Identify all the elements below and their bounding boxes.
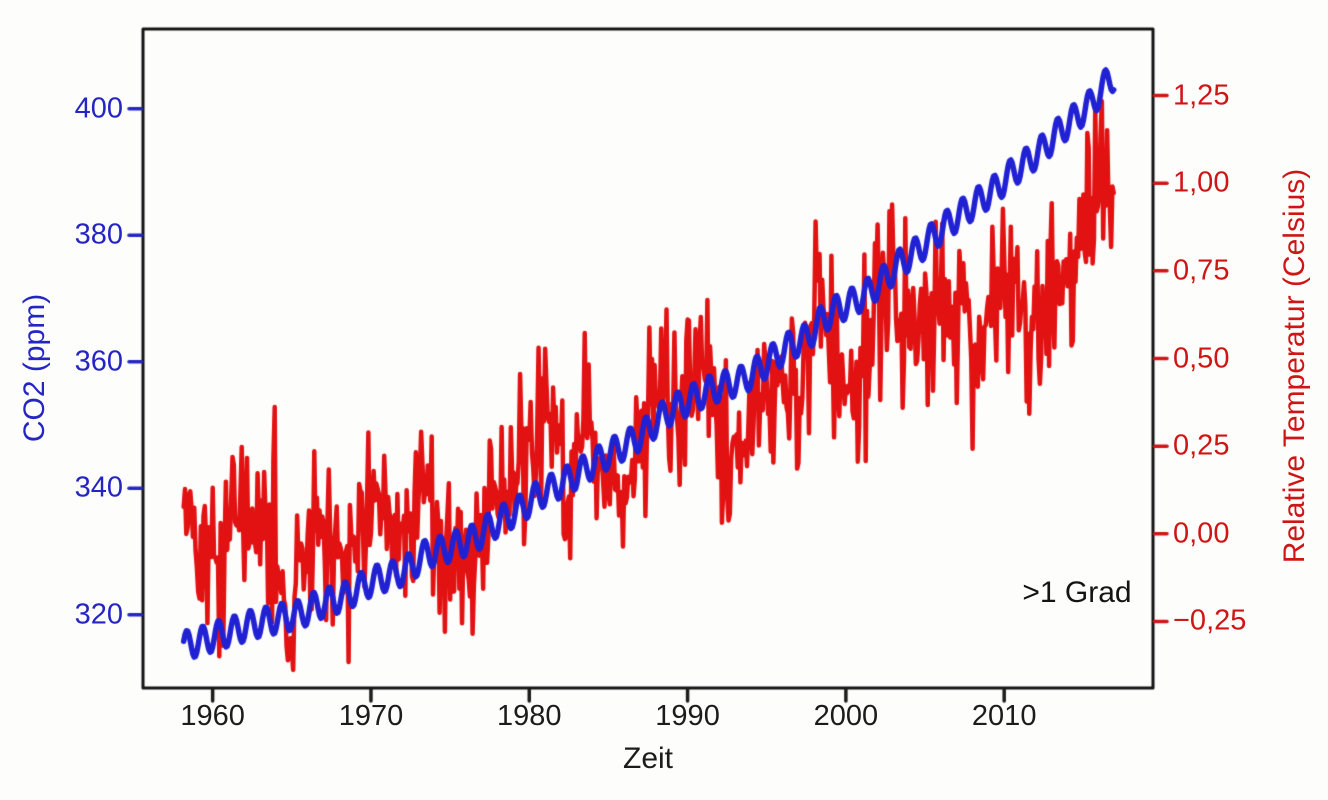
y-left-tick-label: 400: [74, 92, 123, 125]
y-right-tick-label: 0,00: [1173, 517, 1230, 550]
y-left-tick-label: 340: [74, 471, 123, 504]
y-right-tick-label: 0,75: [1173, 254, 1230, 287]
y-right-tick-label: 1,00: [1173, 166, 1230, 199]
y-right-tick-label: 1,25: [1173, 79, 1230, 112]
y-left-axis-label: CO2 (ppm): [18, 293, 51, 443]
y-right-tick-label: 0,50: [1173, 342, 1230, 374]
y-left-tick-label: 360: [74, 345, 123, 378]
x-tick-label: 1990: [655, 700, 720, 732]
y-left-tick-label: 320: [74, 598, 123, 631]
y-right-axis-label: Relative Temperatur (Celsius): [1278, 168, 1311, 564]
x-tick-label: 1980: [497, 700, 562, 732]
y-right-tick-label: −0,25: [1173, 604, 1247, 637]
x-tick-label: 1960: [180, 700, 245, 732]
y-right-tick-label: 0,25: [1173, 429, 1230, 462]
x-tick-label: 2010: [971, 700, 1037, 732]
y-left-tick-label: 380: [74, 218, 123, 251]
annotation-text: >1 Grad: [1022, 576, 1132, 609]
x-axis-label: Zeit: [622, 742, 674, 775]
x-tick-label: 1970: [338, 700, 404, 732]
x-tick-label: 2000: [813, 700, 879, 732]
